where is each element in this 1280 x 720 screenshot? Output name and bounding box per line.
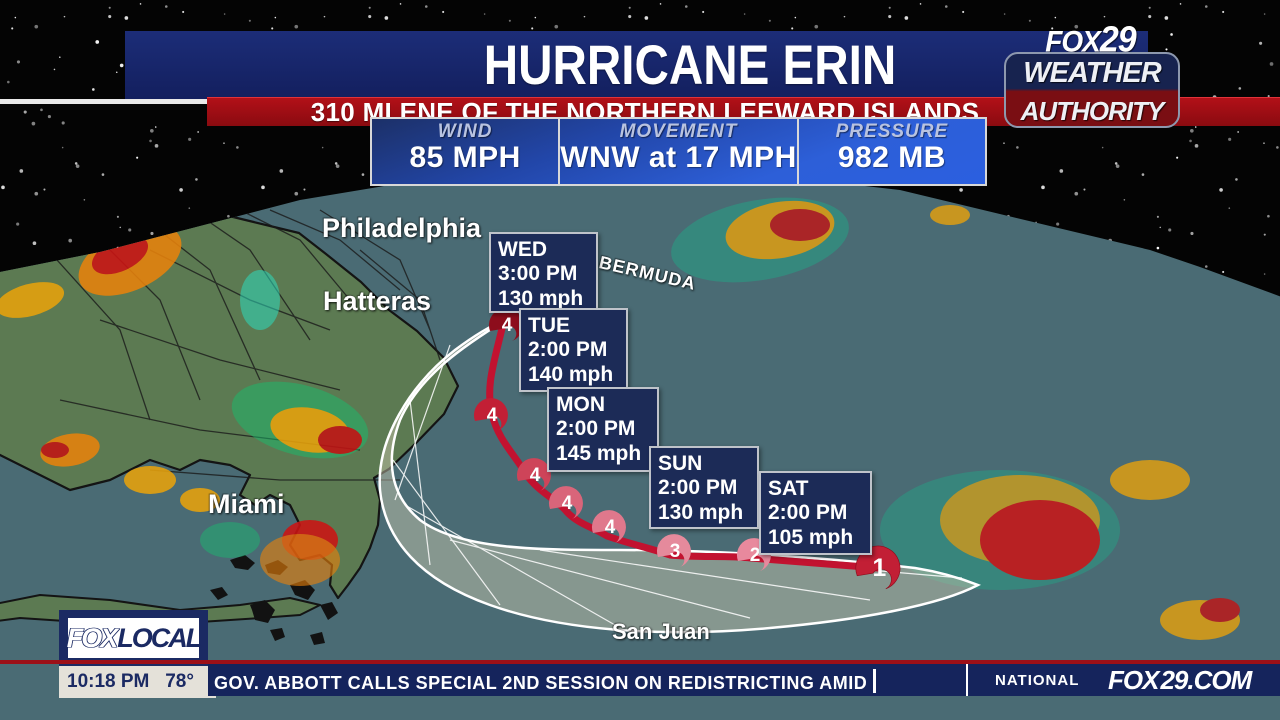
svg-text:3: 3 — [670, 541, 681, 562]
svg-text:4: 4 — [530, 465, 541, 486]
svg-text:4: 4 — [562, 493, 573, 514]
svg-text:4: 4 — [502, 315, 513, 336]
svg-text:4: 4 — [487, 405, 498, 426]
svg-text:4: 4 — [605, 517, 616, 538]
svg-text:1: 1 — [872, 555, 886, 582]
